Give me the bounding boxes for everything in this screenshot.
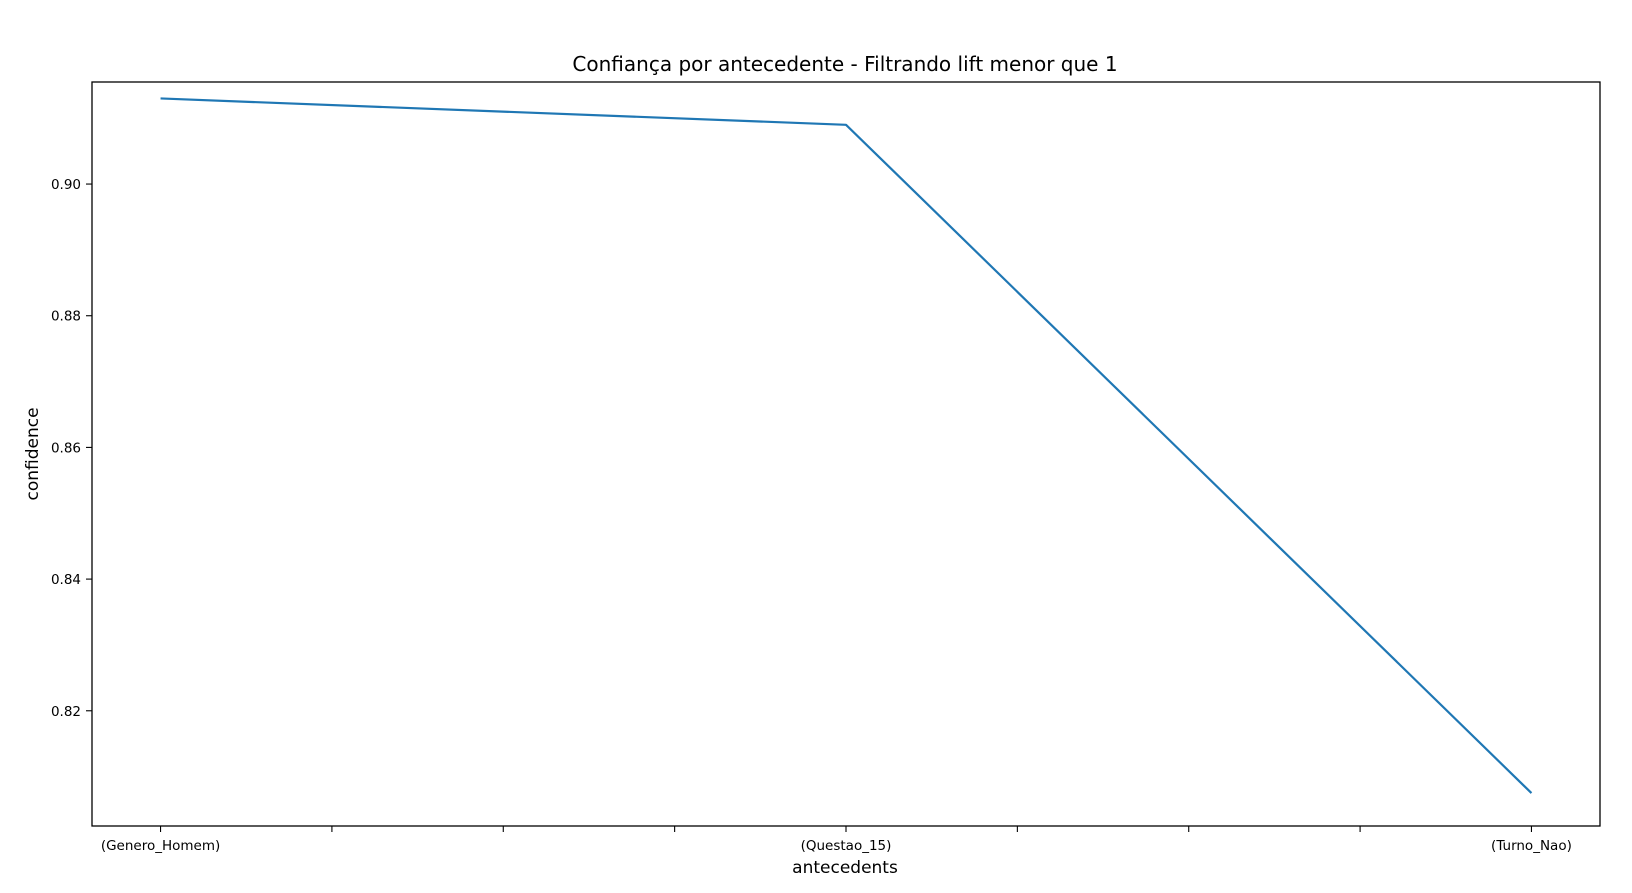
series-line: [160, 97, 1533, 794]
y-tick-label: 0.90: [51, 177, 81, 193]
y-tick-label: 0.82: [51, 704, 81, 720]
x-axis-label: antecedents: [792, 858, 898, 878]
chart-title: Confiança por antecedente - Filtrando li…: [572, 52, 1117, 76]
y-tick-label: 0.84: [51, 572, 81, 588]
plot-frame: [91, 81, 1601, 827]
x-tick-label: (Turno_Nao): [1491, 838, 1572, 854]
x-axis: (Genero_Homem) (Questao_15) (Turno_Nao): [101, 826, 1572, 854]
y-tick-label: 0.86: [51, 440, 81, 456]
y-axis: 0.82 0.84 0.86 0.88 0.90: [51, 177, 92, 720]
y-tick-label: 0.88: [51, 309, 81, 325]
x-tick-label: (Genero_Homem): [101, 838, 220, 854]
y-axis-label: confidence: [23, 407, 43, 500]
plot-layer: [160, 97, 1533, 794]
x-tick-label: (Questao_15): [801, 838, 892, 854]
